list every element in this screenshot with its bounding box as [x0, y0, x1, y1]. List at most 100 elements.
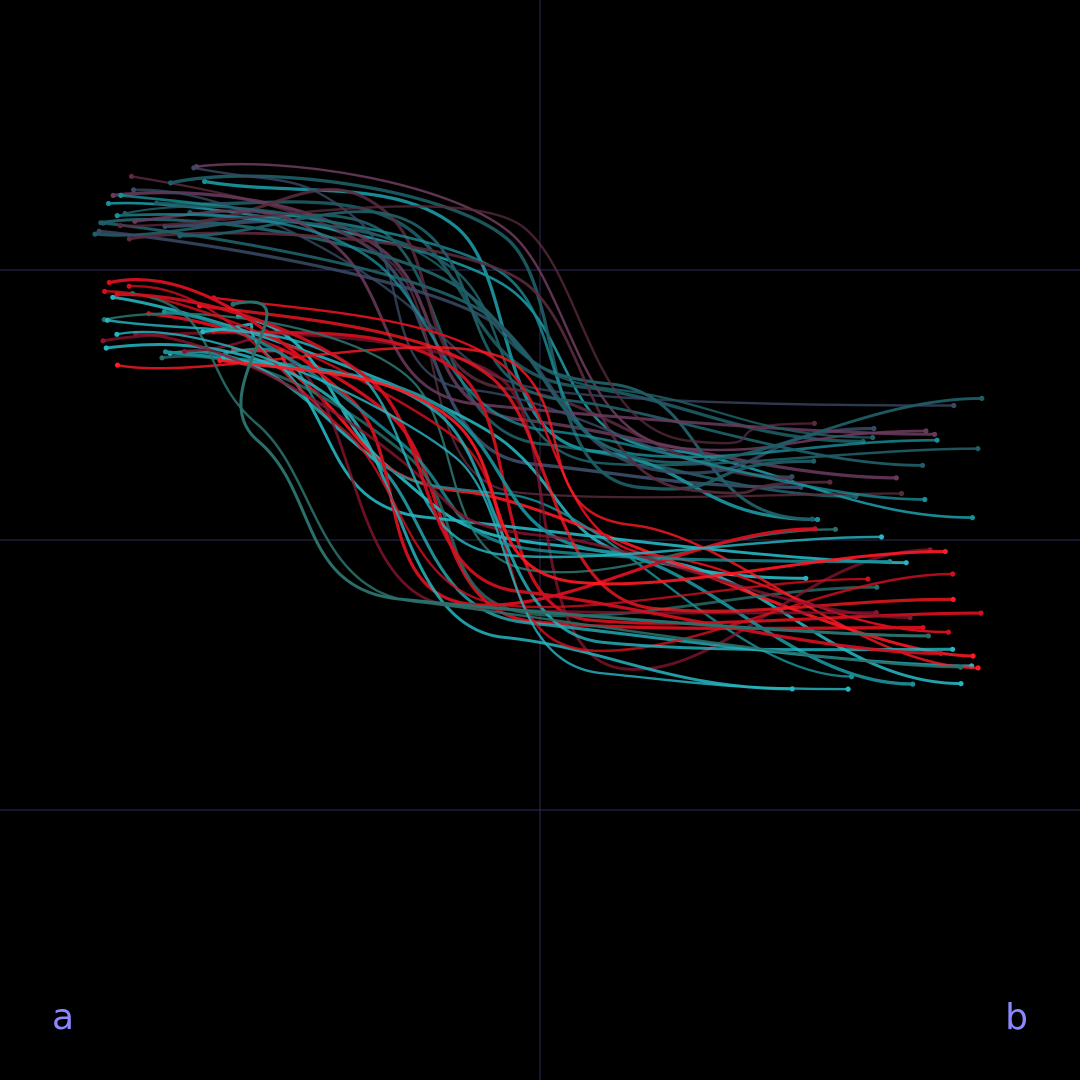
strand-end-dot [870, 434, 876, 441]
strand-end-dot [874, 584, 880, 590]
trajectory-strand [128, 285, 870, 609]
trajectory-strand [188, 211, 980, 467]
strand-end-dot [923, 428, 929, 434]
strand-end-dot [978, 610, 984, 616]
strand-start-dot [96, 228, 102, 234]
strand-end-dot [975, 665, 981, 671]
strand-start-dot [117, 223, 123, 229]
strand-end-dot [958, 681, 964, 687]
trajectory-strand [236, 315, 808, 580]
strand-end-dot [903, 560, 909, 566]
strand-end-dot [887, 559, 893, 565]
trajectory-strand [178, 210, 924, 467]
strand-start-dot [114, 362, 121, 368]
strand-end-dot [950, 571, 956, 577]
strand-start-dot [161, 309, 167, 315]
trajectory-strand [133, 209, 937, 436]
strand-end-dot [919, 462, 926, 468]
trajectory-strand [201, 322, 908, 565]
strand-start-dot [230, 301, 236, 307]
strand-start-dot [181, 348, 188, 354]
strand-end-dot [938, 650, 944, 657]
strand-start-dot [126, 283, 132, 289]
trajectory-strand [162, 310, 892, 564]
strand-start-dot [154, 200, 160, 206]
strand-start-dot [191, 165, 197, 171]
strand-end-dot [809, 516, 815, 522]
strand-start-dot [106, 279, 112, 286]
strand-start-dot [162, 349, 169, 355]
trajectory-strand [103, 290, 954, 653]
trajectory-strand [115, 330, 850, 691]
trajectory-strand [115, 292, 943, 656]
strand-end-dot [878, 534, 885, 540]
corner-label-b: b [1005, 997, 1028, 1038]
strand-start-dot [100, 220, 106, 226]
strand-end-dot [910, 681, 916, 687]
strand-start-dot [114, 291, 120, 297]
strand-start-dot [128, 173, 135, 179]
strand-start-dot [110, 294, 116, 300]
strand-end-dot [934, 437, 940, 443]
strand-end-dot [907, 614, 913, 621]
strand-start-dot [168, 180, 174, 186]
strand-end-dot [832, 526, 839, 532]
strand-start-dot [104, 317, 110, 323]
trajectory-strand [231, 300, 930, 638]
strand-start-dot [114, 213, 120, 219]
strand-end-dot [811, 458, 817, 464]
strand-start-dot [131, 187, 137, 193]
strand-end-dot [893, 475, 899, 481]
trajectory-strand [97, 229, 876, 475]
strand-start-dot [200, 329, 206, 335]
trajectory-strand [131, 292, 962, 669]
strand-end-dot [958, 664, 964, 670]
trajectory-strand [212, 329, 983, 625]
strand-start-dot [103, 345, 109, 351]
strand-start-dot [102, 288, 108, 294]
strand-end-dot [871, 425, 877, 432]
strand-start-dot [202, 178, 208, 185]
strand-end-dot [803, 575, 809, 581]
strand-end-dot [920, 625, 926, 631]
corner-label-a: a [52, 997, 75, 1038]
trajectory-strand [168, 350, 974, 668]
trajectory-strand [123, 205, 874, 439]
trajectory-strands [92, 162, 985, 692]
strand-start-dot [122, 210, 128, 217]
strand-end-dot [865, 576, 871, 582]
strand-end-dot [975, 446, 981, 452]
strand-start-dot [114, 331, 120, 337]
strand-end-dot [789, 474, 795, 480]
trajectory-strand [104, 343, 794, 691]
trajectory-strand [127, 231, 832, 495]
trajectory-strand [218, 358, 947, 586]
strand-end-dot [942, 548, 948, 555]
strand-end-dot [969, 515, 976, 521]
strand-end-dot [979, 395, 985, 401]
strand-end-dot [932, 431, 938, 437]
strand-end-dot [922, 496, 928, 503]
strand-start-dot [100, 338, 106, 344]
strand-end-dot [811, 420, 818, 426]
strand-start-dot [118, 192, 124, 198]
strand-end-dot [970, 653, 976, 659]
strand-end-dot [845, 686, 851, 692]
trajectory-strand [155, 200, 865, 444]
trajectory-strand [163, 350, 915, 686]
strand-end-dot [951, 402, 957, 409]
trajectory-strand [198, 304, 955, 613]
strand-start-dot [132, 218, 138, 224]
strand-start-dot [92, 231, 98, 237]
strand-end-dot [898, 490, 905, 497]
strand-start-dot [105, 200, 112, 207]
strand-end-dot [873, 610, 879, 616]
strand-end-dot [925, 633, 932, 639]
trajectory-strand [106, 318, 883, 559]
strand-start-dot [217, 357, 223, 363]
strand-start-dot [110, 192, 116, 198]
trajectory-strand [107, 277, 817, 607]
strand-end-dot [950, 596, 956, 603]
